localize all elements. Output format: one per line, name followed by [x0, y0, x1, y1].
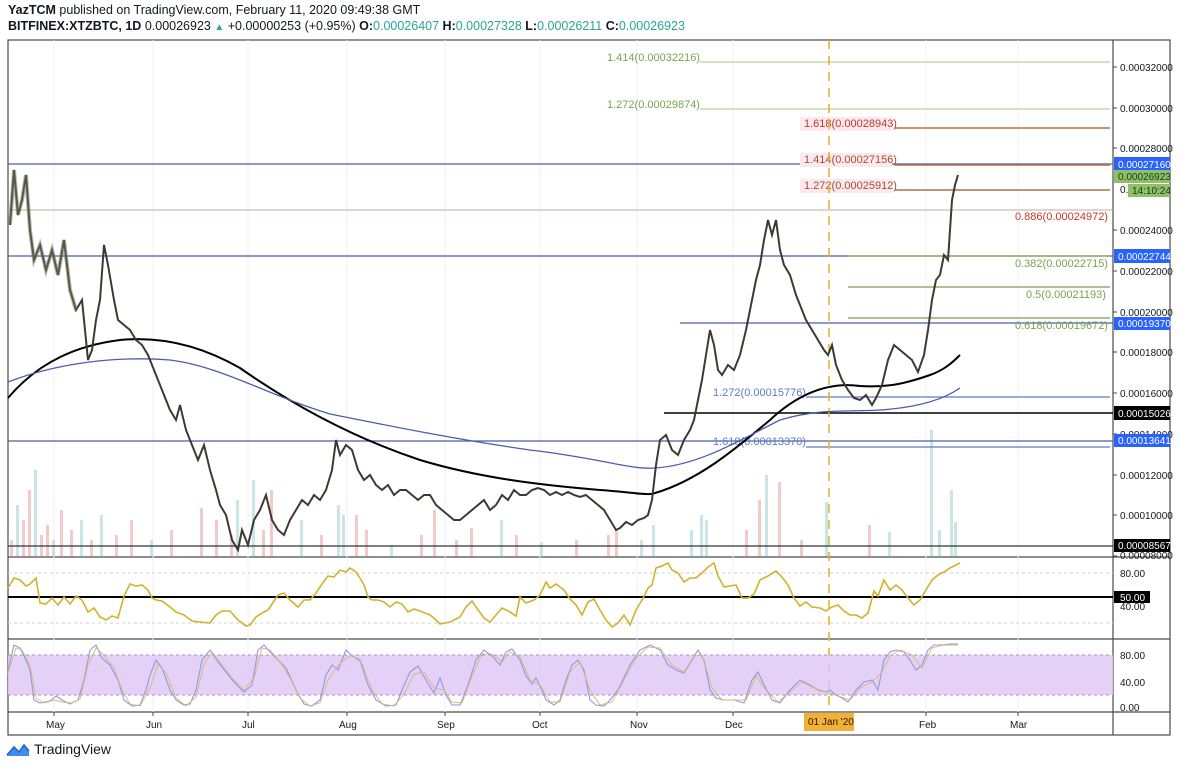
price-axis[interactable]: 0.00032000 0.00030000 0.00028000 0.00024…: [1113, 63, 1173, 562]
time-axis[interactable]: May Jun Jul Aug Sep Oct Nov Dec Feb Mar …: [46, 712, 1028, 731]
symbol-ohlc-line: BITFINEX:XTZBTC, 1D 0.00026923 ▲ +0.0000…: [8, 19, 685, 33]
rsi-tick: 40.00: [1120, 602, 1145, 613]
fib-label: 0.618(0.00019672): [1015, 320, 1108, 332]
fib-labels: 1.414(0.00032216) 1.272(0.00029874) 1.61…: [607, 52, 1108, 448]
price-badge: 0.00008567: [1118, 541, 1171, 552]
price-badge: 0.00027160: [1118, 160, 1171, 171]
price-badge: 0.00015026: [1118, 409, 1171, 420]
countdown-badge: 14:10:24: [1132, 186, 1171, 197]
fib-label: 1.618(0.00028943): [804, 118, 897, 130]
time-label: Aug: [339, 720, 357, 731]
time-label: May: [46, 720, 65, 731]
rsi-pane: 80.00 40.00 50.00: [7, 561, 1150, 629]
time-label: Feb: [919, 720, 937, 731]
price-badge: 0.00013641: [1118, 436, 1171, 447]
time-label: Jul: [242, 720, 255, 731]
close-label: C:: [605, 19, 619, 33]
time-label: Sep: [437, 720, 455, 731]
up-triangle-icon: ▲: [214, 22, 225, 33]
low-label: L:: [525, 19, 538, 33]
fib-label: 1.618(0.00013370): [713, 436, 806, 448]
rsi-50-badge: 50.00: [1120, 593, 1145, 604]
price-tick: 0.00024000: [1120, 226, 1173, 237]
price-tick: 0.00010000: [1120, 511, 1173, 522]
time-label: Jun: [146, 720, 162, 731]
fib-label: 1.414(0.00032216): [607, 52, 700, 64]
price-tick: 0.00032000: [1120, 63, 1173, 74]
symbol-label: BITFINEX:XTZBTC, 1D: [8, 19, 142, 33]
time-label: Oct: [532, 720, 548, 731]
tradingview-brand: TradingView: [34, 741, 112, 757]
price-badge: 0.00022744: [1118, 252, 1171, 263]
high-value: 0.00027328: [455, 19, 522, 33]
price-tick: 0.00020000: [1120, 308, 1173, 319]
vertical-grid: [53, 40, 1019, 712]
ma-black-line: [7, 338, 961, 496]
stoch-tick: 0.00: [1120, 703, 1140, 714]
tradingview-logo-icon: [6, 743, 30, 756]
price-tick: 0.00018000: [1120, 348, 1173, 359]
author-name: YazTCM: [8, 3, 56, 17]
price-tick-partial: 0.: [1120, 185, 1128, 196]
time-highlight-label: 01 Jan '20: [808, 717, 854, 728]
open-value: 0.00026407: [373, 19, 440, 33]
low-value: 0.00026211: [537, 19, 603, 33]
close-value: 0.00026923: [618, 19, 685, 33]
price-tick: 0.00022000: [1120, 267, 1173, 278]
ma-blue-line: [7, 358, 961, 469]
stoch-rsi-pane: 80.00 40.00 0.00: [7, 643, 1145, 714]
volume-bars: [10, 430, 957, 556]
fib-lines: [700, 61, 1110, 448]
fib-label: 0.886(0.00024972): [1015, 211, 1108, 223]
price-tick: 0.00016000: [1120, 389, 1173, 400]
last-price: 0.00026923: [144, 19, 211, 33]
high-label: H:: [442, 19, 456, 33]
stoch-tick: 40.00: [1120, 678, 1145, 689]
fib-label: 1.272(0.00015776): [713, 387, 806, 399]
fib-label: 0.382(0.00022715): [1015, 258, 1108, 270]
tradingview-logo[interactable]: TradingView: [6, 741, 111, 757]
price-badge: 0.00019370: [1118, 319, 1171, 330]
time-label: Nov: [630, 720, 648, 731]
chart-frame: [7, 39, 1171, 736]
fib-label: 0.5(0.00021193): [1026, 289, 1106, 301]
last-price-badge: 0.00026923: [1118, 172, 1171, 183]
price-tick: 0.00008000: [1120, 551, 1173, 562]
publisher-line: YazTCM published on TradingView.com, Feb…: [8, 3, 420, 17]
price-candles: [8, 169, 959, 553]
time-label: Dec: [725, 720, 743, 731]
fib-label: 1.414(0.00027156): [804, 154, 897, 166]
fib-label: 1.272(0.00029874): [607, 99, 700, 111]
published-text: published on TradingView.com, February 1…: [59, 3, 421, 17]
change-value: +0.00000253 (+0.95%): [227, 19, 356, 33]
price-tick: 0.00030000: [1120, 104, 1173, 115]
fib-label: 1.272(0.00025912): [804, 180, 897, 192]
price-tick: 0.00012000: [1120, 471, 1173, 482]
rsi-tick: 80.00: [1120, 569, 1145, 580]
horizontal-levels: [8, 163, 1113, 547]
price-tick: 0.00028000: [1120, 144, 1173, 155]
stoch-tick: 80.00: [1120, 651, 1145, 662]
open-label: O:: [359, 19, 374, 33]
time-label: Mar: [1010, 720, 1028, 731]
